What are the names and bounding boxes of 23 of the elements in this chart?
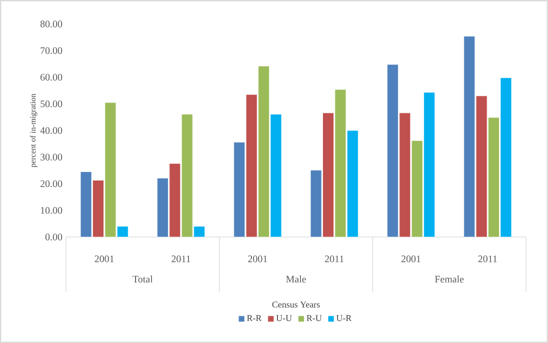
y-tick-label: 80.00 (40, 20, 62, 28)
y-tick-label: 60.00 (40, 74, 62, 81)
y-tick-label: 40.00 (40, 127, 62, 134)
legend-label: U-R (336, 315, 352, 322)
x-tick-label: 2001 (401, 256, 420, 262)
legend-label: R-R (247, 315, 262, 322)
text: Male (286, 275, 306, 282)
y-tick-label: 50.00 (40, 100, 62, 108)
text: Female (434, 275, 464, 282)
y-tick-label: 70.00 (40, 47, 62, 54)
x-tick-label: 2011 (324, 256, 344, 262)
x-tick-label: 2001 (94, 256, 114, 262)
y-tick-label: 0.00 (45, 234, 62, 240)
text: Total (132, 275, 153, 282)
legend-label: U-U (276, 315, 292, 322)
x-tick-label: 2011 (172, 256, 190, 262)
y-tick-label: 10.00 (40, 206, 62, 214)
legend-label: R-U (306, 315, 322, 322)
x-axis-title: Census Years (272, 302, 320, 308)
y-tick-label: 20.00 (40, 180, 62, 188)
x-tick-label: 2011 (478, 256, 497, 262)
y-tick-label: 30.00 (40, 154, 62, 161)
x-tick-label: 2001 (248, 256, 268, 262)
